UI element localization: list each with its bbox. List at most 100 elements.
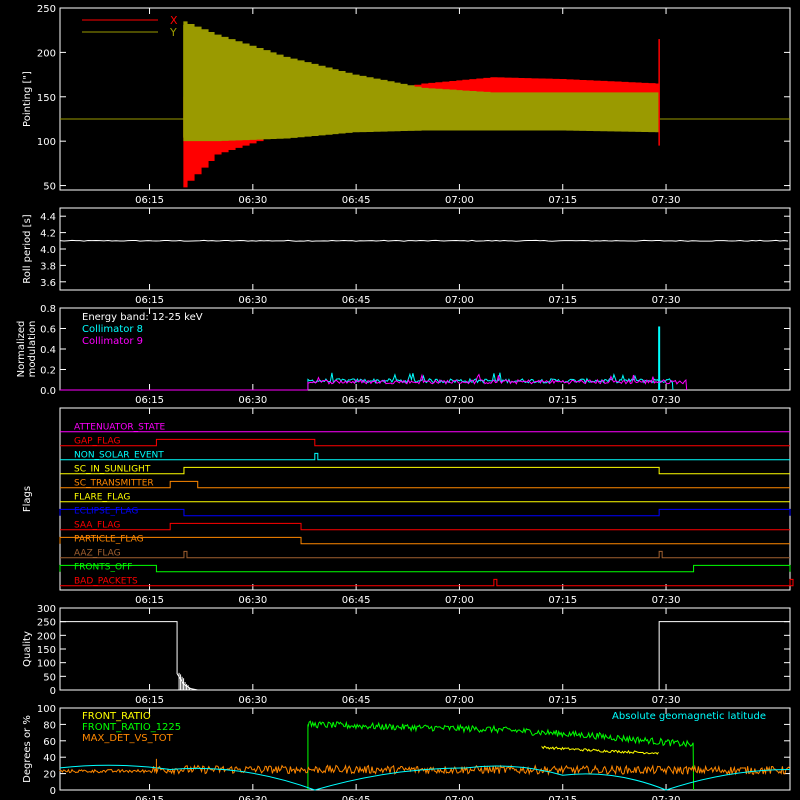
flag-line-fronts-off (59, 564, 791, 573)
x-tick-label: 06:45 (342, 795, 371, 800)
flag-line-gap-flag (60, 438, 790, 447)
legend-label-y: Y (169, 26, 177, 39)
x-tick-label: 06:30 (238, 195, 267, 206)
x-tick-label: 06:15 (135, 595, 164, 606)
y-tick-label: 4.0 (40, 245, 56, 256)
y-tick-label: 3.6 (40, 278, 56, 289)
y-tick-label: 4.4 (40, 212, 56, 223)
y-tick-label: 100 (37, 137, 56, 148)
y-tick-label: 0.8 (40, 304, 56, 315)
flag-label-saa-flag: SAA_FLAG (74, 521, 120, 531)
flag-label-aaz-flag: AAZ_FLAG (74, 549, 121, 559)
flag-label-fronts-off: FRONTS_OFF (74, 563, 132, 573)
x-tick-label: 07:00 (445, 695, 474, 706)
x-tick-label: 06:15 (135, 195, 164, 206)
flag-label-sc-in-sunlight: SC_IN_SUNLIGHT (74, 465, 151, 475)
x-tick-label: 07:30 (652, 295, 681, 306)
y-axis-label: Degrees or % (22, 715, 33, 783)
y-tick-label: 200 (37, 631, 56, 642)
series-spikes-quality (178, 672, 191, 690)
flag-line-sc-transmitter (60, 480, 790, 489)
legend-label-collimator-8: Collimator 8 (82, 324, 143, 335)
x-tick-label: 06:30 (238, 395, 267, 406)
y-tick-label: 50 (43, 672, 56, 683)
x-tick-label: 07:30 (652, 595, 681, 606)
flag-label-eclipse-flag: ECLIPSE_FLAG (74, 507, 138, 517)
x-tick-label: 07:00 (445, 295, 474, 306)
legend-label-front-ratio-1225: FRONT_RATIO_1225 (82, 722, 181, 733)
series-band-y-core (183, 24, 659, 138)
x-tick-label: 06:15 (135, 695, 164, 706)
flag-line-eclipse-flag (59, 508, 791, 517)
x-tick-label: 07:30 (652, 195, 681, 206)
chart-flags: 06:15 06:30 06:45 07:00 07:15 07:30 Flags ATTEN… (22, 407, 794, 606)
flag-line-aaz-flag (60, 550, 790, 559)
x-tick-label: 06:15 (135, 395, 164, 406)
y-tick-label: 0.4 (40, 345, 56, 356)
x-tick-label: 07:15 (548, 395, 577, 406)
y-tick-label: 300 (37, 604, 56, 615)
flag-line-non-solar-event (60, 452, 790, 461)
y-axis-label: Quality (22, 631, 33, 667)
flag-line-bad-packets (60, 578, 794, 587)
flag-line-particle-flag (59, 536, 790, 545)
x-tick-label: 06:30 (238, 595, 267, 606)
panel-frame (59, 407, 791, 591)
chart-roll: 06:15 06:30 06:45 07:00 07:15 07:30 3.6 3.8 4.0 4… (22, 207, 791, 306)
flag-label-bad-packets: BAD_PACKETS (74, 577, 138, 587)
y-tick-label: 20 (43, 770, 56, 781)
y-tick-label: 200 (37, 48, 56, 59)
panel-frame (59, 7, 791, 191)
panel-frame (59, 707, 791, 791)
series-line-absolute-geomagnetic-latitude (59, 764, 791, 791)
x-tick-label: 06:45 (342, 395, 371, 406)
y-axis-label: Pointing ["] (22, 71, 33, 127)
y-tick-label: 250 (37, 618, 56, 629)
x-tick-label: 06:30 (238, 795, 267, 800)
y-tick-label: 50 (43, 182, 56, 193)
flag-label-particle-flag: PARTICLE_FLAG (74, 535, 144, 545)
x-tick-label: 07:00 (445, 195, 474, 206)
x-tick-label: 06:30 (238, 695, 267, 706)
x-tick-label: 06:45 (342, 595, 371, 606)
x-tick-label: 06:30 (238, 295, 267, 306)
panel-annotation: Absolute geomagnetic latitude (612, 711, 766, 722)
y-axis-label: Roll period [s] (22, 214, 33, 283)
x-tick-label: 06:45 (342, 695, 371, 706)
series-line-front-ratio (541, 745, 659, 755)
chart-ratios: 06:15 06:30 06:45 07:00 07:15 07:30 0 20 40 60 80 1… (22, 704, 791, 800)
x-tick-label: 07:00 (445, 795, 474, 800)
flag-label-sc-transmitter: SC_TRANSMITTER (74, 479, 154, 489)
x-tick-label: 07:30 (652, 395, 681, 406)
legend-label-collimator-9: Collimator 9 (82, 336, 143, 347)
y-tick-label: 250 (37, 4, 56, 15)
x-tick-label: 07:00 (445, 395, 474, 406)
y-axis-label: Normalized (16, 321, 27, 378)
y-tick-label: 60 (43, 737, 56, 748)
x-tick-label: 07:30 (652, 795, 681, 800)
y-tick-label: 80 (43, 720, 56, 731)
flag-label-attenuator-state: ATTENUATOR_STATE (74, 423, 166, 433)
y-tick-label: 0.6 (40, 325, 56, 336)
y-tick-label: 0.0 (40, 386, 56, 397)
flag-label-flare-flag: FLARE_FLAG (74, 493, 130, 503)
x-tick-label: 06:45 (342, 295, 371, 306)
legend-label-x: X (170, 14, 178, 27)
x-tick-label: 07:15 (548, 195, 577, 206)
x-tick-label: 07:30 (652, 695, 681, 706)
x-tick-label: 06:15 (135, 295, 164, 306)
series-line-quality (60, 621, 790, 691)
y-tick-label: 0 (50, 786, 56, 797)
x-tick-label: 06:45 (342, 195, 371, 206)
x-tick-label: 07:00 (445, 595, 474, 606)
flag-line-sc-in-sunlight (60, 466, 790, 475)
x-tick-label: 07:15 (548, 295, 577, 306)
y-tick-label: 100 (37, 659, 56, 670)
y-axis-label: modulation (27, 321, 38, 378)
legend-label-front-ratio: FRONT_RATIO (82, 711, 151, 722)
x-tick-label: 07:15 (548, 595, 577, 606)
chart-quality: 06:15 06:30 06:45 07:00 07:15 07:30 0 50 100 150 2… (22, 604, 791, 706)
panel-annotation: Energy band: 12-25 keV (82, 312, 203, 323)
